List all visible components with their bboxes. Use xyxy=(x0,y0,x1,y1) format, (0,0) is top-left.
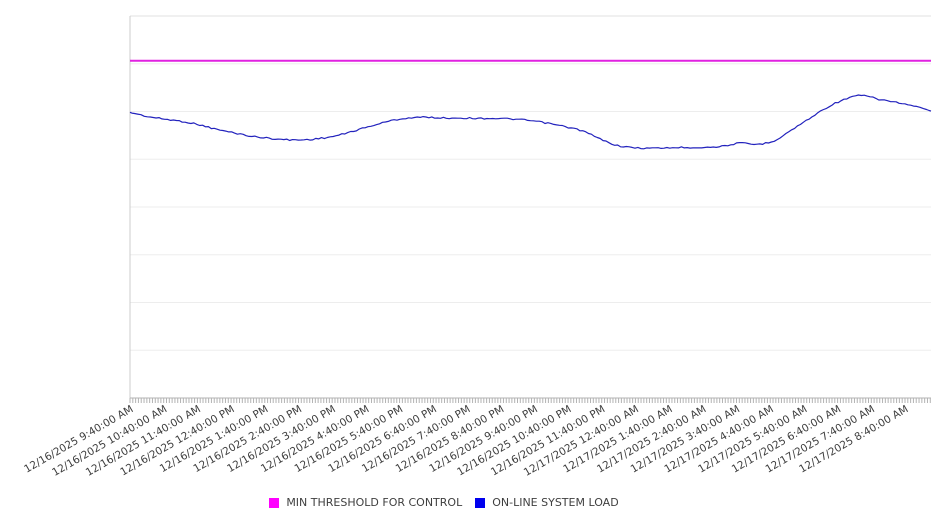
horizontal-gridlines xyxy=(130,63,931,351)
chart-legend: MIN THRESHOLD FOR CONTROL ON-LINE SYSTEM… xyxy=(0,496,917,509)
x-axis-minor-ticks xyxy=(129,398,931,403)
legend-label-min-threshold: MIN THRESHOLD FOR CONTROL xyxy=(286,496,463,509)
legend-swatch-min-threshold-icon xyxy=(269,497,280,508)
series-system-load-line xyxy=(129,94,932,150)
legend-item-min-threshold[interactable]: MIN THRESHOLD FOR CONTROL xyxy=(269,496,462,509)
legend-item-system-load[interactable]: ON-LINE SYSTEM LOAD xyxy=(475,496,619,509)
legend-swatch-system-load-icon xyxy=(475,497,486,508)
legend-label-system-load: ON-LINE SYSTEM LOAD xyxy=(492,496,619,509)
